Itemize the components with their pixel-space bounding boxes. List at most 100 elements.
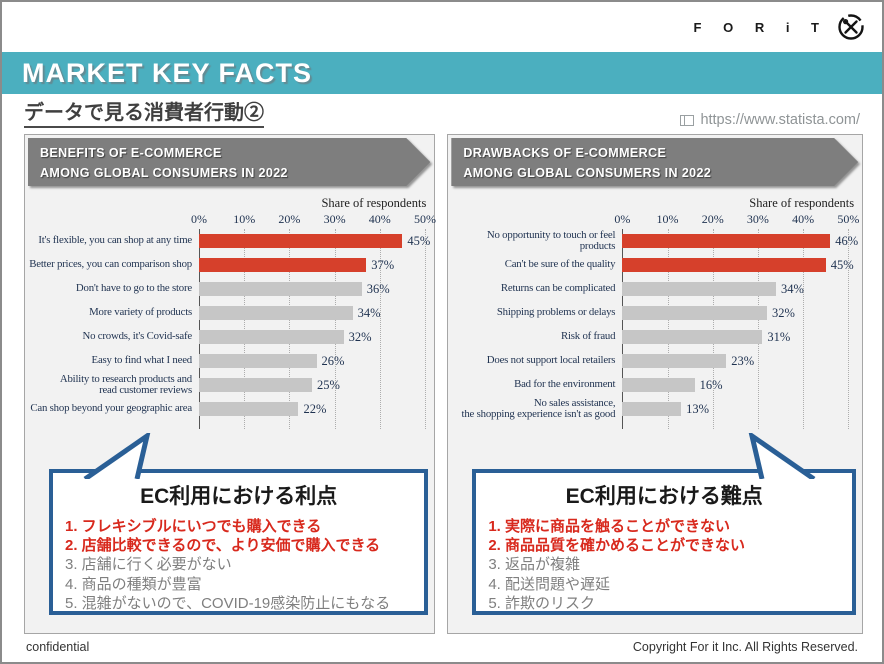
benefits-callout: EC利用における利点 1. フレキシブルにいつでも購入できる 2. 店舗比較できる… (49, 433, 429, 615)
bar (199, 305, 353, 321)
chart-rows: No opportunity to touch or feel products… (452, 229, 858, 429)
bar-row: Does not support local retailers 23% (452, 349, 858, 373)
bar-value-label: 23% (731, 353, 755, 368)
bar-area: 25% (199, 373, 430, 397)
category-label: Don't have to go to the store (75, 282, 192, 295)
speech-bubble-tail (83, 433, 151, 479)
callout-item: 4. 配送問題や遅延 (488, 575, 610, 593)
chart-rows: It's flexible, you can shop at any time 4… (29, 229, 430, 429)
axis-note: Share of respondents (321, 196, 427, 210)
bar-row: Risk of fraud 31% (452, 325, 858, 349)
section-banner: MARKET KEY FACTS (2, 52, 882, 94)
category-label: Ability to research products and read cu… (59, 372, 192, 396)
x-tick-label: 50% (837, 212, 860, 226)
category-label: Can shop beyond your geographic area (30, 402, 192, 415)
panel-benefits: BENEFITS OF E-COMMERCE AMONG GLOBAL CONS… (24, 134, 436, 634)
bar (199, 329, 344, 345)
gridline (334, 229, 336, 429)
x-tick-label: 40% (368, 212, 391, 226)
category-label: No sales assistance, the shopping experi… (461, 396, 616, 420)
bar (622, 353, 727, 369)
bar-row: Can't be sure of the quality 45% (452, 253, 858, 277)
gridlines (199, 229, 426, 429)
bar-value-label: 32% (348, 329, 372, 344)
panel-header: DRAWBACKS OF E-COMMERCE AMONG GLOBAL CON… (451, 138, 858, 186)
bar-row: Better prices, you can comparison shop 37… (29, 253, 430, 277)
gridline (712, 229, 714, 429)
y-axis-line (622, 229, 624, 429)
bar-area: 37% (199, 253, 430, 277)
bar (199, 233, 403, 249)
callout-item: 1. フレキシブルにいつでも購入できる (65, 518, 322, 535)
gridline (289, 229, 291, 429)
bar-row: More variety of products 34% (29, 301, 430, 325)
panel-header-arrow: BENEFITS OF E-COMMERCE AMONG GLOBAL CONS… (28, 138, 430, 186)
x-tick-label: 0% (614, 212, 631, 226)
panel-drawbacks: DRAWBACKS OF E-COMMERCE AMONG GLOBAL CON… (447, 134, 864, 634)
section-banner-title: MARKET KEY FACTS (22, 57, 313, 88)
bar (199, 281, 362, 297)
bar (199, 377, 312, 393)
copyright-label: Copyright For it Inc. All Rights Reserve… (632, 640, 858, 654)
bar-row: Shipping problems or delays 32% (452, 301, 858, 325)
category-label: Can't be sure of the quality (504, 258, 616, 271)
bar-value-label: 22% (303, 401, 327, 416)
source-url[interactable]: https://www.statista.com/ (700, 112, 860, 128)
gridline (803, 229, 805, 429)
bar-row: Don't have to go to the store 36% (29, 277, 430, 301)
category-label: No opportunity to touch or feel products (486, 228, 616, 252)
bar-value-label: 34% (780, 281, 804, 296)
bar-row: No opportunity to touch or feel products… (452, 229, 858, 253)
forit-logo-badge-icon (838, 14, 864, 40)
title-row: データで見る消費者行動② https://www.statista.com/ (2, 94, 882, 128)
bar-area: 16% (622, 373, 858, 397)
y-axis-line (199, 229, 200, 429)
bar-row: Ability to research products and read cu… (29, 373, 430, 397)
bar-value-label: 25% (317, 377, 340, 392)
bar (199, 353, 317, 369)
bar (622, 329, 763, 345)
callout-item: 2. 店舗比較できるので、より安価で購入できる (65, 537, 381, 555)
benefits-bar-chart: Share of respondents 0% 10% 20% 30% 40% 50% I… (29, 196, 436, 429)
gridline (667, 229, 669, 429)
bar-value-label: 37% (371, 257, 395, 272)
bar-value-label: 45% (407, 233, 431, 248)
bar-value-label: 34% (357, 305, 381, 320)
bar-value-label: 31% (767, 329, 791, 344)
category-label: Returns can be complicated (500, 282, 616, 295)
source-link[interactable]: https://www.statista.com/ (680, 112, 860, 128)
drawbacks-callout: EC利用における難点 1. 実際に商品を触ることができない 2. 商品品質を確かめ… (472, 433, 857, 615)
gridline (757, 229, 759, 429)
bar (622, 257, 826, 273)
bar-value-label: 16% (699, 377, 723, 392)
x-tick-label: 10% (656, 212, 679, 226)
x-tick-label: 40% (792, 212, 815, 226)
bar-row: It's flexible, you can shop at any time 4… (29, 229, 430, 253)
bar (622, 305, 767, 321)
bar-row: No sales assistance, the shopping experi… (452, 397, 858, 421)
bar-area: 23% (622, 349, 858, 373)
gridlines (622, 229, 850, 429)
bar-value-label: 36% (366, 281, 390, 296)
callout-item: 3. 店舗に行く必要がない (65, 556, 232, 574)
bar-area: 45% (622, 253, 858, 277)
bar-row: Easy to find what I need 26% (29, 349, 430, 373)
callout-title: EC利用における利点 (140, 485, 338, 508)
panel-header-line1: BENEFITS OF E-COMMERCE (40, 146, 222, 160)
bar (622, 233, 831, 249)
gridline (425, 229, 426, 429)
callout-title: EC利用における難点 (565, 485, 763, 508)
bar (622, 281, 776, 297)
x-axis-ticks: 0% 10% 20% 30% 40% 50% (29, 212, 436, 229)
panel-header-line2: AMONG GLOBAL CONSUMERS IN 2022 (40, 166, 288, 180)
category-label: Easy to find what I need (91, 354, 193, 367)
bar-row: Returns can be complicated 34% (452, 277, 858, 301)
callout-list: 1. 実際に商品を触ることができない 2. 商品品質を確かめることができない 3. … (488, 517, 840, 613)
page-title: データで見る消費者行動② (24, 96, 264, 128)
x-tick-label: 20% (701, 212, 724, 226)
category-label: No crowds, it's Covid-safe (82, 330, 193, 343)
category-label: Better prices, you can comparison shop (29, 258, 192, 271)
category-label: Risk of fraud (560, 330, 616, 343)
bar-area: 26% (199, 349, 430, 373)
